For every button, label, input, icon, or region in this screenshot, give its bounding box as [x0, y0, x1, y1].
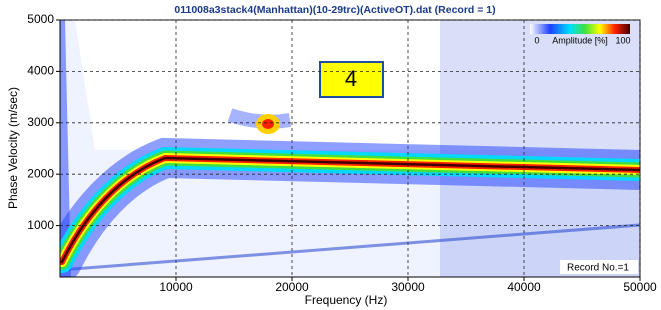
y-tick-label: 3000: [27, 115, 54, 129]
colorbar-max: 100: [615, 35, 630, 45]
record-label: Record No.=1: [567, 263, 629, 274]
y-tick-label: 1000: [27, 218, 54, 232]
colorbar-label: Amplitude [%]: [552, 35, 608, 45]
y-tick-label: 4000: [27, 64, 54, 78]
y-tick-label: 2000: [27, 166, 54, 180]
annotation: 4: [345, 66, 357, 91]
colorbar-min: 0: [534, 35, 539, 45]
heatmap: [60, 20, 640, 277]
y-tick-label: 5000: [27, 12, 54, 26]
chart: 011008a3stack4(Manhattan)(10-29trc)(Acti…: [0, 0, 661, 310]
x-tick-label: 10000: [159, 280, 193, 294]
x-tick-label: 30000: [391, 280, 425, 294]
x-tick-label: 50000: [623, 280, 657, 294]
x-tick-label: 40000: [507, 280, 541, 294]
x-axis-label: Frequency (Hz): [305, 293, 388, 307]
x-tick-label: 20000: [275, 280, 309, 294]
chart-title: 011008a3stack4(Manhattan)(10-29trc)(Acti…: [174, 4, 495, 16]
y-axis-label: Phase Velocity (m/sec): [6, 87, 20, 209]
colorbar: [530, 24, 630, 34]
